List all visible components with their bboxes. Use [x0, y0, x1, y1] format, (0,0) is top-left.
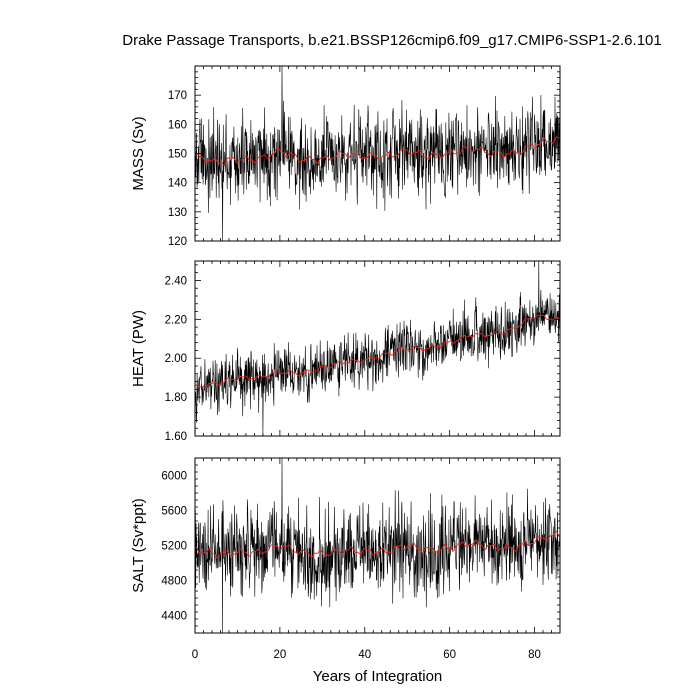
y-tick-label: 1.80	[165, 392, 187, 404]
y-tick-label: 140	[168, 178, 187, 190]
monthly-series-line	[195, 261, 560, 436]
monthly-series-line	[195, 66, 560, 241]
y-tick-label: 4400	[161, 611, 187, 623]
y-axis-label: MASS (Sv)	[130, 116, 147, 190]
y-tick-label: 4800	[161, 576, 187, 588]
y-tick-label: 5600	[161, 506, 187, 518]
x-tick-label: 60	[443, 649, 456, 661]
y-tick-label: 130	[168, 207, 187, 219]
running-mean-line	[195, 314, 560, 389]
y-axis-label: HEAT (PW)	[130, 310, 147, 387]
y-axis-label: SALT (Sv*ppt)	[130, 498, 147, 592]
x-tick-label: 20	[273, 649, 286, 661]
y-tick-label: 2.00	[165, 353, 187, 365]
y-tick-label: 150	[168, 149, 187, 161]
y-tick-label: 1.60	[165, 431, 187, 443]
y-tick-label: 5200	[161, 541, 187, 553]
running-mean-line	[195, 530, 560, 559]
y-tick-label: 2.40	[165, 275, 187, 287]
chart-title: Drake Passage Transports, b.e21.BSSP126c…	[122, 32, 662, 49]
y-tick-label: 120	[168, 236, 187, 248]
x-tick-label: 80	[528, 649, 541, 661]
panel-1: 120 130 140 150 160 170 MASS (Sv)	[130, 65, 561, 248]
monthly-series-line	[195, 458, 560, 633]
panel-2: 1.60 1.80 2.00 2.20 2.40 HEAT (PW)	[130, 260, 561, 443]
x-tick-label: 0	[192, 649, 198, 661]
panel-3: 4400 4800 5200 5600 6000 SALT (Sv*ppt) 0 20 40 60…	[130, 457, 561, 685]
plot-frame	[194, 457, 561, 634]
y-tick-label: 6000	[161, 471, 187, 483]
x-tick-label: 40	[358, 649, 371, 661]
y-tick-label: 160	[168, 119, 187, 131]
running-mean-line	[195, 136, 560, 166]
x-axis-label: Years of Integration	[313, 668, 443, 685]
y-tick-label: 2.20	[165, 314, 187, 326]
y-tick-label: 170	[168, 90, 187, 102]
plot-frame	[194, 260, 561, 437]
